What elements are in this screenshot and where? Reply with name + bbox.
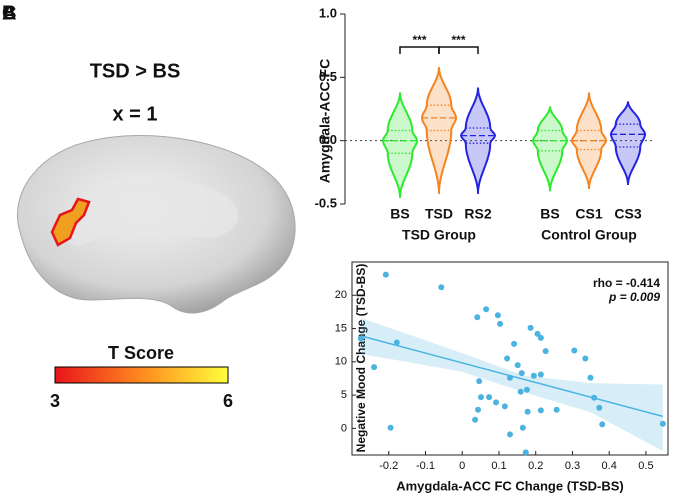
point — [393, 339, 400, 346]
x-tick-label: 0.1 — [491, 460, 506, 472]
significance-bracket — [438, 46, 479, 54]
point — [537, 334, 544, 341]
point — [534, 330, 541, 337]
x-tick-label: -0.2 — [379, 460, 398, 472]
x-tick-label: CS3 — [614, 206, 641, 222]
point — [537, 407, 544, 414]
point — [522, 449, 529, 456]
point — [371, 364, 378, 371]
x-tick-label: BS — [390, 206, 409, 222]
panel-subtitle: x = 1 — [112, 103, 157, 125]
x-tick-label: RS2 — [464, 206, 491, 222]
violin — [570, 92, 608, 189]
point — [524, 408, 531, 415]
colorbar — [54, 366, 229, 384]
point — [542, 348, 549, 355]
point — [553, 406, 560, 413]
x-axis-label: Amygdala-ACC FC Change (TSD-BS) — [396, 478, 624, 493]
y-tick-label: 20 — [335, 289, 347, 301]
point — [599, 421, 606, 428]
point — [475, 406, 482, 413]
point — [477, 394, 484, 401]
point — [472, 416, 479, 423]
point — [497, 320, 504, 327]
point — [474, 314, 481, 321]
point — [494, 312, 501, 319]
x-tick-label: BS — [540, 206, 559, 222]
point — [357, 335, 364, 342]
point — [382, 271, 389, 278]
annotation: rho = -0.414 — [593, 276, 660, 290]
point — [591, 394, 598, 401]
colorbar-label: T Score — [108, 343, 174, 363]
point — [493, 399, 500, 406]
significance-label: *** — [412, 33, 426, 47]
panel-label: A — [2, 2, 16, 24]
point — [527, 324, 534, 331]
violin — [531, 106, 569, 192]
y-tick-label: -0.5 — [315, 195, 337, 210]
point — [507, 374, 513, 381]
point — [537, 371, 544, 378]
x-tick-label: 0.4 — [602, 460, 617, 472]
annotation: p = 0.009 — [608, 290, 660, 304]
point — [438, 284, 445, 291]
point — [596, 404, 603, 411]
y-tick-label: 10 — [335, 356, 347, 368]
colorbar-tick-label: 3 — [50, 391, 60, 411]
y-axis-label: Negative Mood Change (TSD-BS) — [354, 264, 368, 453]
point — [582, 355, 589, 362]
violin — [420, 67, 458, 194]
point — [486, 394, 493, 401]
point — [483, 306, 490, 313]
point — [514, 362, 521, 369]
point — [571, 347, 578, 354]
point — [518, 370, 525, 377]
x-tick-label: CS1 — [575, 206, 602, 222]
significance-label: *** — [451, 33, 465, 47]
point — [511, 340, 518, 347]
y-tick-label: 1.0 — [319, 5, 337, 20]
brain — [17, 135, 296, 314]
plot-frame — [351, 261, 669, 456]
point — [587, 374, 594, 381]
point — [387, 424, 394, 431]
panel-label: C — [2, 2, 16, 24]
x-tick-label: 0.5 — [638, 460, 653, 472]
group-label: Control Group — [541, 227, 637, 243]
y-tick-label: 15 — [335, 322, 347, 334]
x-tick-label: 0.2 — [528, 460, 543, 472]
colorbar-tick-label: 6 — [223, 391, 233, 411]
y-tick-label: 0.0 — [319, 132, 337, 147]
y-tick-label: 5 — [341, 389, 347, 401]
x-tick-label: TSD — [425, 206, 453, 222]
y-axis-label: Amygdala-ACC FC — [317, 59, 333, 183]
point — [507, 431, 513, 438]
point — [504, 355, 511, 362]
x-tick-label: 0.3 — [565, 460, 580, 472]
point — [523, 386, 530, 393]
significance-bracket — [399, 46, 440, 54]
panel-title: TSD > BS — [90, 60, 181, 82]
group-label: TSD Group — [402, 227, 476, 243]
point — [659, 420, 666, 427]
violin — [459, 87, 497, 194]
point — [517, 388, 524, 395]
point — [519, 424, 526, 431]
point — [530, 372, 537, 379]
y-tick-label: 0 — [341, 422, 347, 434]
x-tick-label: -0.1 — [416, 460, 435, 472]
confidence-band — [360, 317, 663, 452]
y-tick-label: 0.5 — [319, 69, 337, 84]
violin — [382, 92, 418, 198]
point — [476, 378, 483, 385]
panel-label: B — [2, 2, 16, 24]
violin — [609, 101, 647, 185]
x-tick-label: 0 — [459, 460, 465, 472]
point — [501, 403, 508, 410]
